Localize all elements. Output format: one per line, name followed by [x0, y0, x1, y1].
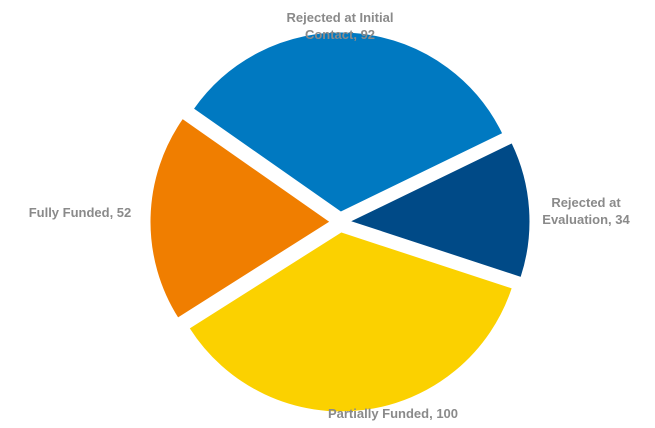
slice-label-2: Rejected at Evaluation, 34	[542, 195, 630, 227]
slice-label-line: Fully Funded, 52	[29, 205, 132, 220]
pie-slice-1	[192, 31, 504, 213]
slice-label-line: Rejected at	[551, 195, 621, 210]
slice-label-line: Contact, 92	[305, 27, 375, 42]
slice-label-3: Partially Funded, 100	[328, 406, 458, 421]
slice-label-line: Partially Funded, 100	[328, 406, 458, 421]
slice-label-4: Fully Funded, 52	[29, 205, 132, 220]
slice-label-line: Rejected at Initial	[287, 10, 394, 25]
pie-slice-3	[188, 231, 513, 413]
slice-label-1: Rejected at Initial Contact, 92	[287, 10, 394, 42]
pie-slice-2	[348, 142, 531, 279]
pie-slices	[149, 31, 531, 413]
slice-label-line: Evaluation, 34	[542, 212, 630, 227]
pie-slice-4	[149, 117, 331, 319]
